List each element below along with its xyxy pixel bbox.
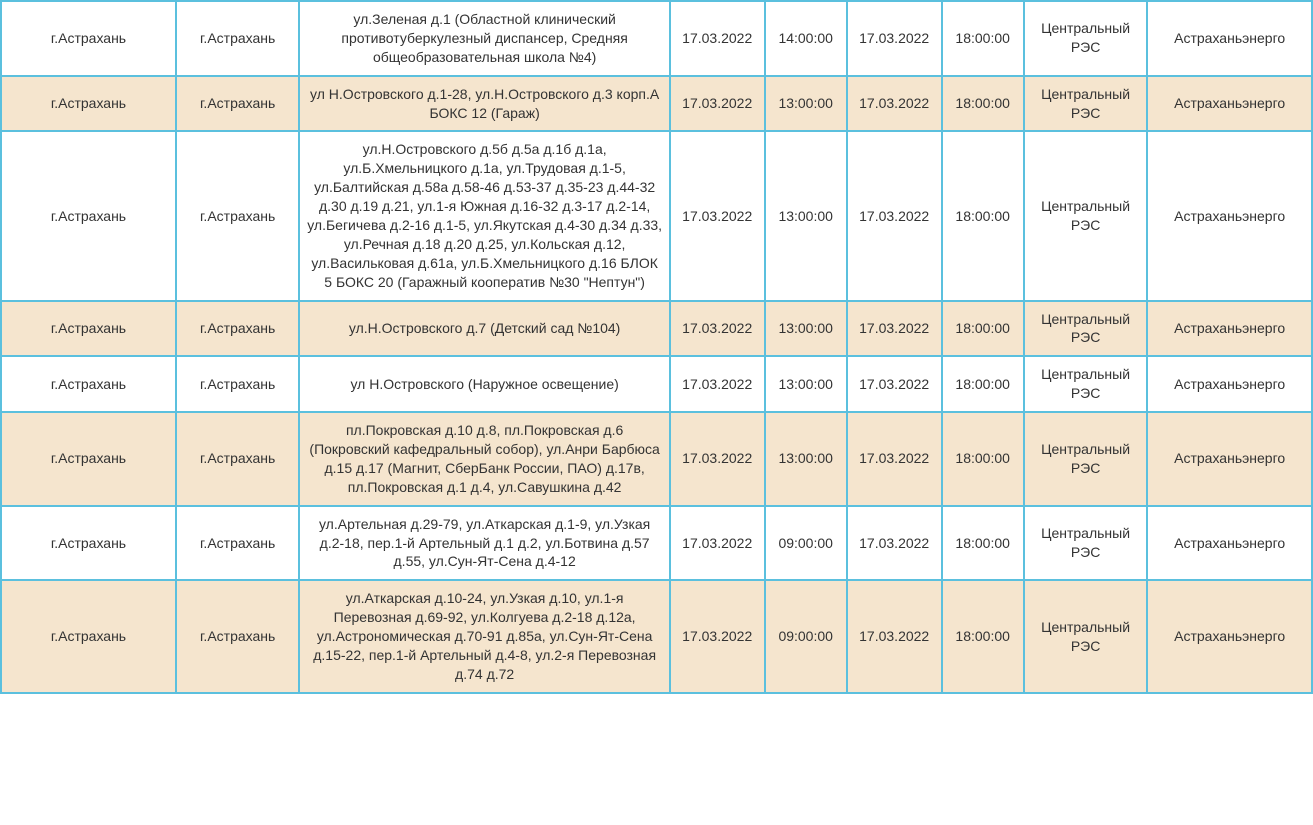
cell-city2: г.Астрахань [176,131,299,300]
cell-time2: 18:00:00 [942,412,1024,506]
cell-city1: г.Астрахань [1,301,176,357]
table-row: г.Астраханьг.Астраханьул Н.Островского д… [1,76,1312,132]
table-row: г.Астраханьг.Астраханьул.Н.Островского д… [1,131,1312,300]
cell-city1: г.Астрахань [1,131,176,300]
cell-date2: 17.03.2022 [847,131,942,300]
cell-city2: г.Астрахань [176,76,299,132]
cell-address: ул Н.Островского (Наружное освещение) [299,356,669,412]
cell-address: пл.Покровская д.10 д.8, пл.Покровская д.… [299,412,669,506]
cell-res: Центральный РЭС [1024,580,1147,692]
cell-date2: 17.03.2022 [847,506,942,581]
cell-date2: 17.03.2022 [847,356,942,412]
cell-res: Центральный РЭС [1024,131,1147,300]
cell-city1: г.Астрахань [1,76,176,132]
cell-city2: г.Астрахань [176,1,299,76]
cell-time2: 18:00:00 [942,580,1024,692]
cell-city1: г.Астрахань [1,1,176,76]
cell-res: Центральный РЭС [1024,301,1147,357]
cell-address: ул.Артельная д.29-79, ул.Аткарская д.1-9… [299,506,669,581]
cell-date2: 17.03.2022 [847,76,942,132]
cell-time1: 14:00:00 [765,1,847,76]
cell-address: ул.Аткарская д.10-24, ул.Узкая д.10, ул.… [299,580,669,692]
cell-city2: г.Астрахань [176,580,299,692]
cell-time1: 13:00:00 [765,76,847,132]
cell-address: ул.Н.Островского д.7 (Детский сад №104) [299,301,669,357]
cell-address: ул.Зеленая д.1 (Областной клинический пр… [299,1,669,76]
cell-provider: Астраханьэнерго [1147,131,1312,300]
cell-time2: 18:00:00 [942,76,1024,132]
cell-provider: Астраханьэнерго [1147,1,1312,76]
cell-time2: 18:00:00 [942,131,1024,300]
cell-date1: 17.03.2022 [670,412,765,506]
cell-time2: 18:00:00 [942,1,1024,76]
cell-city1: г.Астрахань [1,412,176,506]
cell-city1: г.Астрахань [1,356,176,412]
cell-time1: 13:00:00 [765,131,847,300]
cell-res: Центральный РЭС [1024,506,1147,581]
cell-city2: г.Астрахань [176,506,299,581]
cell-time1: 13:00:00 [765,412,847,506]
cell-time1: 13:00:00 [765,356,847,412]
cell-time1: 13:00:00 [765,301,847,357]
cell-provider: Астраханьэнерго [1147,506,1312,581]
cell-provider: Астраханьэнерго [1147,412,1312,506]
cell-city1: г.Астрахань [1,506,176,581]
cell-address: ул.Н.Островского д.5б д.5а д.1б д.1а, ул… [299,131,669,300]
cell-date1: 17.03.2022 [670,301,765,357]
cell-res: Центральный РЭС [1024,76,1147,132]
cell-city1: г.Астрахань [1,580,176,692]
table-row: г.Астраханьг.Астраханьул.Зеленая д.1 (Об… [1,1,1312,76]
table-row: г.Астраханьг.Астраханьул.Аткарская д.10-… [1,580,1312,692]
cell-date1: 17.03.2022 [670,506,765,581]
cell-date1: 17.03.2022 [670,580,765,692]
cell-date1: 17.03.2022 [670,76,765,132]
cell-provider: Астраханьэнерго [1147,580,1312,692]
cell-time1: 09:00:00 [765,506,847,581]
cell-address: ул Н.Островского д.1-28, ул.Н.Островског… [299,76,669,132]
cell-res: Центральный РЭС [1024,412,1147,506]
table-body: г.Астраханьг.Астраханьул.Зеленая д.1 (Об… [1,1,1312,693]
cell-date2: 17.03.2022 [847,412,942,506]
cell-date2: 17.03.2022 [847,580,942,692]
cell-provider: Астраханьэнерго [1147,301,1312,357]
cell-date2: 17.03.2022 [847,1,942,76]
cell-city2: г.Астрахань [176,301,299,357]
table-row: г.Астраханьг.Астраханьул.Н.Островского д… [1,301,1312,357]
cell-res: Центральный РЭС [1024,356,1147,412]
cell-res: Центральный РЭС [1024,1,1147,76]
cell-provider: Астраханьэнерго [1147,76,1312,132]
table-row: г.Астраханьг.Астраханьпл.Покровская д.10… [1,412,1312,506]
cell-date2: 17.03.2022 [847,301,942,357]
cell-provider: Астраханьэнерго [1147,356,1312,412]
cell-city2: г.Астрахань [176,356,299,412]
cell-time2: 18:00:00 [942,356,1024,412]
cell-date1: 17.03.2022 [670,1,765,76]
table-row: г.Астраханьг.Астраханьул Н.Островского (… [1,356,1312,412]
cell-date1: 17.03.2022 [670,131,765,300]
cell-time2: 18:00:00 [942,301,1024,357]
cell-date1: 17.03.2022 [670,356,765,412]
outage-table: г.Астраханьг.Астраханьул.Зеленая д.1 (Об… [0,0,1313,694]
cell-time2: 18:00:00 [942,506,1024,581]
cell-city2: г.Астрахань [176,412,299,506]
cell-time1: 09:00:00 [765,580,847,692]
table-row: г.Астраханьг.Астраханьул.Артельная д.29-… [1,506,1312,581]
